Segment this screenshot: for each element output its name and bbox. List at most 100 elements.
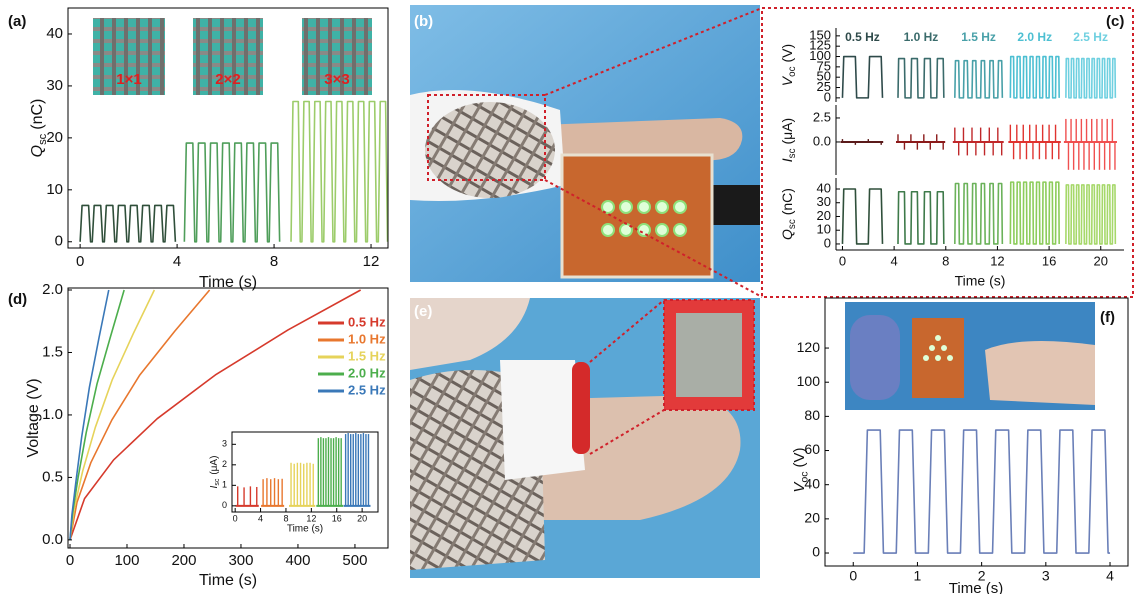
trace: [80, 205, 175, 241]
watch: [572, 362, 590, 454]
y-axis-label: Voc(V): [791, 447, 810, 492]
y-tick-label: 80: [804, 407, 820, 423]
photo-f: [845, 302, 1095, 410]
y-tick-label: 2.0: [42, 281, 63, 298]
x-tick-label: 4: [173, 253, 181, 270]
label-unit: (μA): [209, 456, 220, 475]
x-tick-label: 200: [171, 552, 196, 569]
label-unit: (V): [779, 44, 795, 63]
trace: [1010, 182, 1059, 244]
x-tick-label: 3: [1042, 568, 1050, 584]
tile-label: 3×3: [324, 71, 349, 88]
label-symbol: Q: [779, 229, 795, 240]
x-tick-label: 1: [914, 568, 922, 584]
trace: [70, 290, 124, 540]
x-tick-label: 20: [1094, 253, 1108, 268]
trace: [955, 61, 1003, 98]
trace: [291, 102, 387, 242]
label-subscript: sc: [214, 478, 221, 486]
y-axis-label: Voc(V): [779, 44, 798, 86]
label-subscript: sc: [787, 219, 798, 229]
y-tick-label: 0: [812, 544, 820, 560]
y-tick-label: 20: [817, 208, 831, 223]
frequency-label: 0.5 Hz: [845, 30, 880, 44]
y-tick-label: 1.5: [42, 343, 63, 360]
x-tick-label: 0: [233, 513, 238, 523]
figure: 1×1 2×2 3×3 (b) (e): [0, 0, 1137, 594]
x-tick-label: 12: [363, 253, 380, 270]
panel-label: (e): [414, 303, 432, 320]
y-axis-label: Qsc (nC): [779, 188, 798, 240]
trace: [955, 184, 1003, 244]
tile-label: 2×2: [215, 71, 240, 88]
x-tick-label: 12: [306, 513, 316, 523]
y-tick-label: 30: [46, 77, 63, 94]
label-unit: (μA): [779, 118, 795, 145]
y-tick-label: 0: [222, 500, 227, 510]
y-axis-label: Voltage (V): [25, 378, 42, 457]
x-tick-label: 4: [1106, 568, 1114, 584]
label-unit: (nC): [779, 188, 795, 215]
y-tick-label: 100: [797, 373, 821, 389]
x-axis-label: Time (s): [199, 572, 257, 589]
trace: [898, 192, 944, 244]
bracelet: [850, 315, 900, 400]
trace: [1010, 57, 1059, 98]
y-tick-label: 2.5: [813, 109, 831, 124]
y-tick-label: 2: [222, 459, 227, 469]
frequency-label: 2.5 Hz: [1073, 30, 1108, 44]
legend-label: 1.5 Hz: [348, 348, 386, 363]
x-tick-label: 20: [357, 513, 367, 523]
y-tick-label: 30: [817, 194, 831, 209]
frequency-label: 1.0 Hz: [904, 30, 939, 44]
trace: [1066, 185, 1115, 244]
y-tick-label: 150: [809, 27, 831, 42]
y-tick-label: 10: [46, 181, 63, 198]
label-unit: (V): [791, 447, 808, 467]
x-tick-label: 8: [283, 513, 288, 523]
trace: [1066, 59, 1115, 98]
x-tick-label: 500: [342, 552, 367, 569]
y-axis-label: Qsc(nC): [29, 99, 49, 158]
x-axis-label: Time (s): [955, 273, 1006, 289]
y-tick-label: 0.0: [813, 133, 831, 148]
frequency-label: 1.5 Hz: [961, 30, 996, 44]
legend-label: 1.0 Hz: [348, 331, 386, 346]
x-tick-label: 0: [839, 253, 846, 268]
fabric-glove: [425, 102, 555, 198]
y-tick-label: 20: [804, 510, 820, 526]
tile-label: 1×1: [116, 71, 141, 88]
frequency-label: 2.0 Hz: [1017, 30, 1052, 44]
y-tick-label: 0.5: [42, 468, 63, 485]
x-tick-label: 100: [114, 552, 139, 569]
label-subscript: sc: [37, 133, 49, 145]
y-tick-label: 10: [817, 222, 831, 237]
trace: [853, 430, 1110, 553]
trace: [842, 189, 882, 244]
y-tick-label: 120: [797, 339, 821, 355]
label-subscript: oc: [787, 66, 798, 76]
trace: [184, 143, 279, 242]
photo-b: (b): [410, 5, 760, 282]
x-tick-label: 16: [1042, 253, 1056, 268]
legend-label: 0.5 Hz: [348, 314, 386, 329]
legend-label: 2.0 Hz: [348, 365, 386, 380]
panel-label: (f): [1100, 309, 1115, 326]
x-axis-label: Time (s): [287, 524, 323, 535]
legend-label: 2.5 Hz: [348, 382, 386, 397]
y-tick-label: 3: [222, 439, 227, 449]
photo-e: (e): [410, 298, 760, 578]
fabric-photos: 1×1 2×2 3×3: [93, 18, 372, 95]
y-axis-label: Isc(μA): [209, 456, 221, 489]
device: [710, 185, 760, 225]
x-axis-label: Time (s): [199, 274, 257, 291]
y-tick-label: 40: [46, 25, 63, 42]
y-tick-label: 20: [46, 129, 63, 146]
x-tick-label: 4: [890, 253, 897, 268]
x-tick-label: 400: [285, 552, 310, 569]
panel-label: (b): [414, 13, 433, 30]
y-tick-label: 1.0: [42, 406, 63, 423]
arm: [985, 341, 1095, 405]
panel-label: (c): [1106, 13, 1124, 30]
x-tick-label: 300: [228, 552, 253, 569]
